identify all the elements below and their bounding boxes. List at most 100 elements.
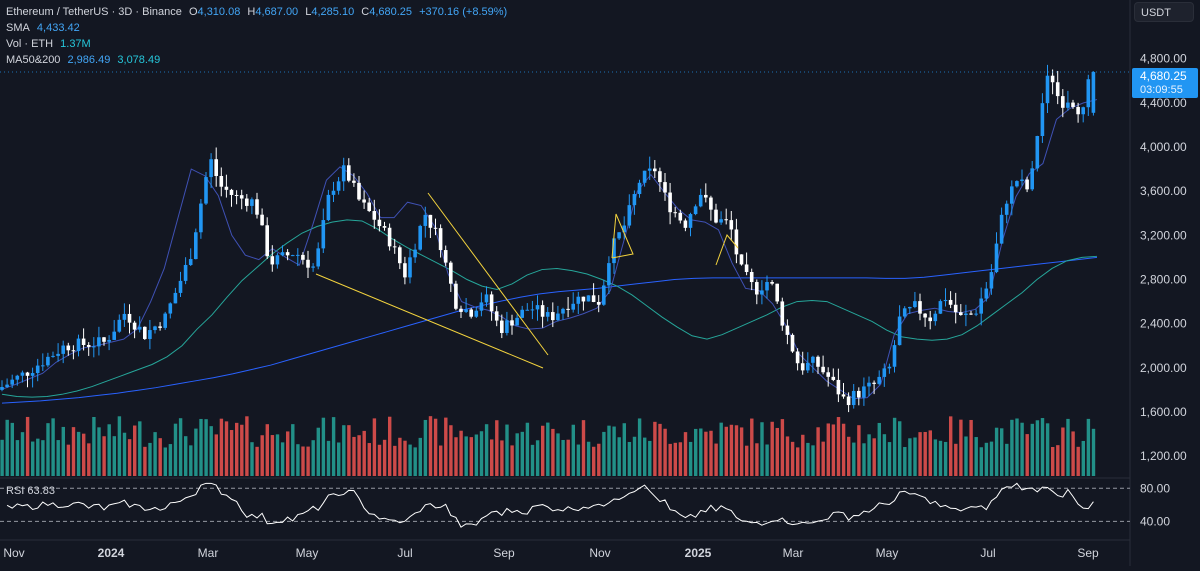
- candle-body: [566, 308, 570, 310]
- volume-bar: [275, 434, 280, 476]
- volume-bar: [954, 443, 958, 476]
- trendline-wedge-upper[interactable]: [427, 192, 549, 356]
- x-tick-label: Nov: [589, 546, 610, 560]
- candle-body: [219, 175, 224, 187]
- candle-body: [163, 313, 167, 328]
- volume-bar: [280, 442, 285, 476]
- candle-body: [994, 243, 999, 273]
- candle-body: [173, 292, 178, 304]
- candle-body: [1025, 179, 1029, 190]
- rsi-legend[interactable]: RSI 63.83: [6, 485, 55, 497]
- candle-body: [438, 228, 443, 251]
- candle-body: [979, 298, 983, 314]
- x-tick-label: Sep: [1077, 546, 1099, 560]
- candle-body: [811, 356, 815, 363]
- volume-bar: [867, 434, 871, 476]
- candle-body: [148, 330, 152, 339]
- candle-body: [229, 189, 234, 195]
- volume-bar: [143, 446, 147, 476]
- candle-body: [749, 271, 754, 283]
- volume-bar: [331, 417, 336, 476]
- candle-body: [617, 232, 621, 239]
- candle-body: [443, 250, 448, 263]
- candle-body: [209, 159, 213, 178]
- candle-body: [5, 384, 9, 388]
- x-tick-label: Sep: [493, 546, 515, 560]
- candle-body: [785, 325, 790, 335]
- volume-bar: [755, 443, 759, 476]
- y-tick-label: 2,000.00: [1140, 361, 1187, 375]
- volume-bar: [515, 433, 519, 476]
- ma-row[interactable]: MA50&200 2,986.49 3,078.49: [6, 52, 507, 68]
- volume-bar: [342, 425, 346, 476]
- volume-bar: [1035, 420, 1040, 476]
- trendline-wedge[interactable]: [315, 273, 544, 369]
- change-value: +370.16 (+8.59%): [419, 6, 508, 18]
- high-label: H: [247, 6, 256, 18]
- candle-body: [744, 264, 749, 272]
- candle-body: [510, 320, 514, 326]
- volume-bar: [535, 440, 540, 476]
- volume-bar: [306, 446, 310, 476]
- volume-bar: [928, 430, 932, 476]
- ma50-line[interactable]: [1, 219, 1098, 398]
- candle-body: [918, 301, 922, 314]
- volume-bar: [25, 416, 30, 476]
- ohlc-row: Ethereum / TetherUS · 3D · Binance O4,31…: [6, 4, 507, 20]
- candle-body: [908, 306, 912, 309]
- volume-bar: [1076, 446, 1080, 476]
- low-value: 4,285.10: [311, 6, 355, 18]
- volume-bar: [796, 447, 800, 476]
- candle-body: [183, 264, 188, 281]
- candle-body: [627, 205, 632, 226]
- volume-bar: [969, 419, 973, 476]
- volume-bar: [321, 417, 326, 476]
- rsi-line[interactable]: [6, 482, 1094, 528]
- volume-bar: [178, 418, 183, 476]
- candle-body: [596, 301, 601, 305]
- volume-bar: [571, 424, 575, 476]
- candle-body: [306, 259, 310, 268]
- volume-bar: [739, 427, 744, 476]
- currency-button[interactable]: USDT: [1134, 2, 1194, 22]
- volume-bar: [245, 416, 249, 476]
- candle-body: [1040, 103, 1045, 137]
- candle-body: [92, 346, 96, 348]
- sma-line[interactable]: [1, 99, 1098, 400]
- x-tick-label: Nov: [3, 546, 24, 560]
- volume-bar: [413, 447, 417, 476]
- volume-bar: [418, 437, 422, 476]
- candle-body: [484, 294, 489, 303]
- candle-body: [270, 256, 275, 265]
- volume-bar: [316, 427, 320, 476]
- open-value: 4,310.08: [197, 6, 241, 18]
- volume-row[interactable]: Vol · ETH 1.37M: [6, 36, 507, 52]
- candle-body: [948, 299, 953, 305]
- x-tick-label: May: [296, 546, 319, 560]
- volume-bar: [1015, 418, 1019, 476]
- candle-body: [836, 379, 841, 395]
- candle-body: [398, 247, 402, 264]
- volume-bar: [51, 418, 55, 476]
- ma200-line[interactable]: [1, 256, 1098, 404]
- candle-body: [15, 375, 20, 380]
- candle-body: [122, 313, 127, 320]
- candle-body: [137, 326, 142, 330]
- small-triangle-jan[interactable]: [715, 234, 739, 266]
- volume-bar: [56, 440, 60, 476]
- volume-bar: [760, 422, 764, 476]
- candle-body: [841, 394, 846, 397]
- volume-bar: [398, 437, 402, 476]
- volume-bar: [1051, 447, 1055, 476]
- small-triangle-nov[interactable]: [611, 213, 634, 259]
- candle-body: [178, 280, 183, 293]
- volume-bar: [1091, 428, 1096, 476]
- sma-row[interactable]: SMA 4,433.42: [6, 20, 507, 36]
- symbol-title[interactable]: Ethereum / TetherUS · 3D · Binance: [6, 6, 182, 18]
- candle-body: [698, 194, 703, 207]
- volume-bar: [949, 416, 953, 476]
- candle-body: [816, 356, 820, 367]
- ma50-value: 2,986.49: [67, 54, 111, 66]
